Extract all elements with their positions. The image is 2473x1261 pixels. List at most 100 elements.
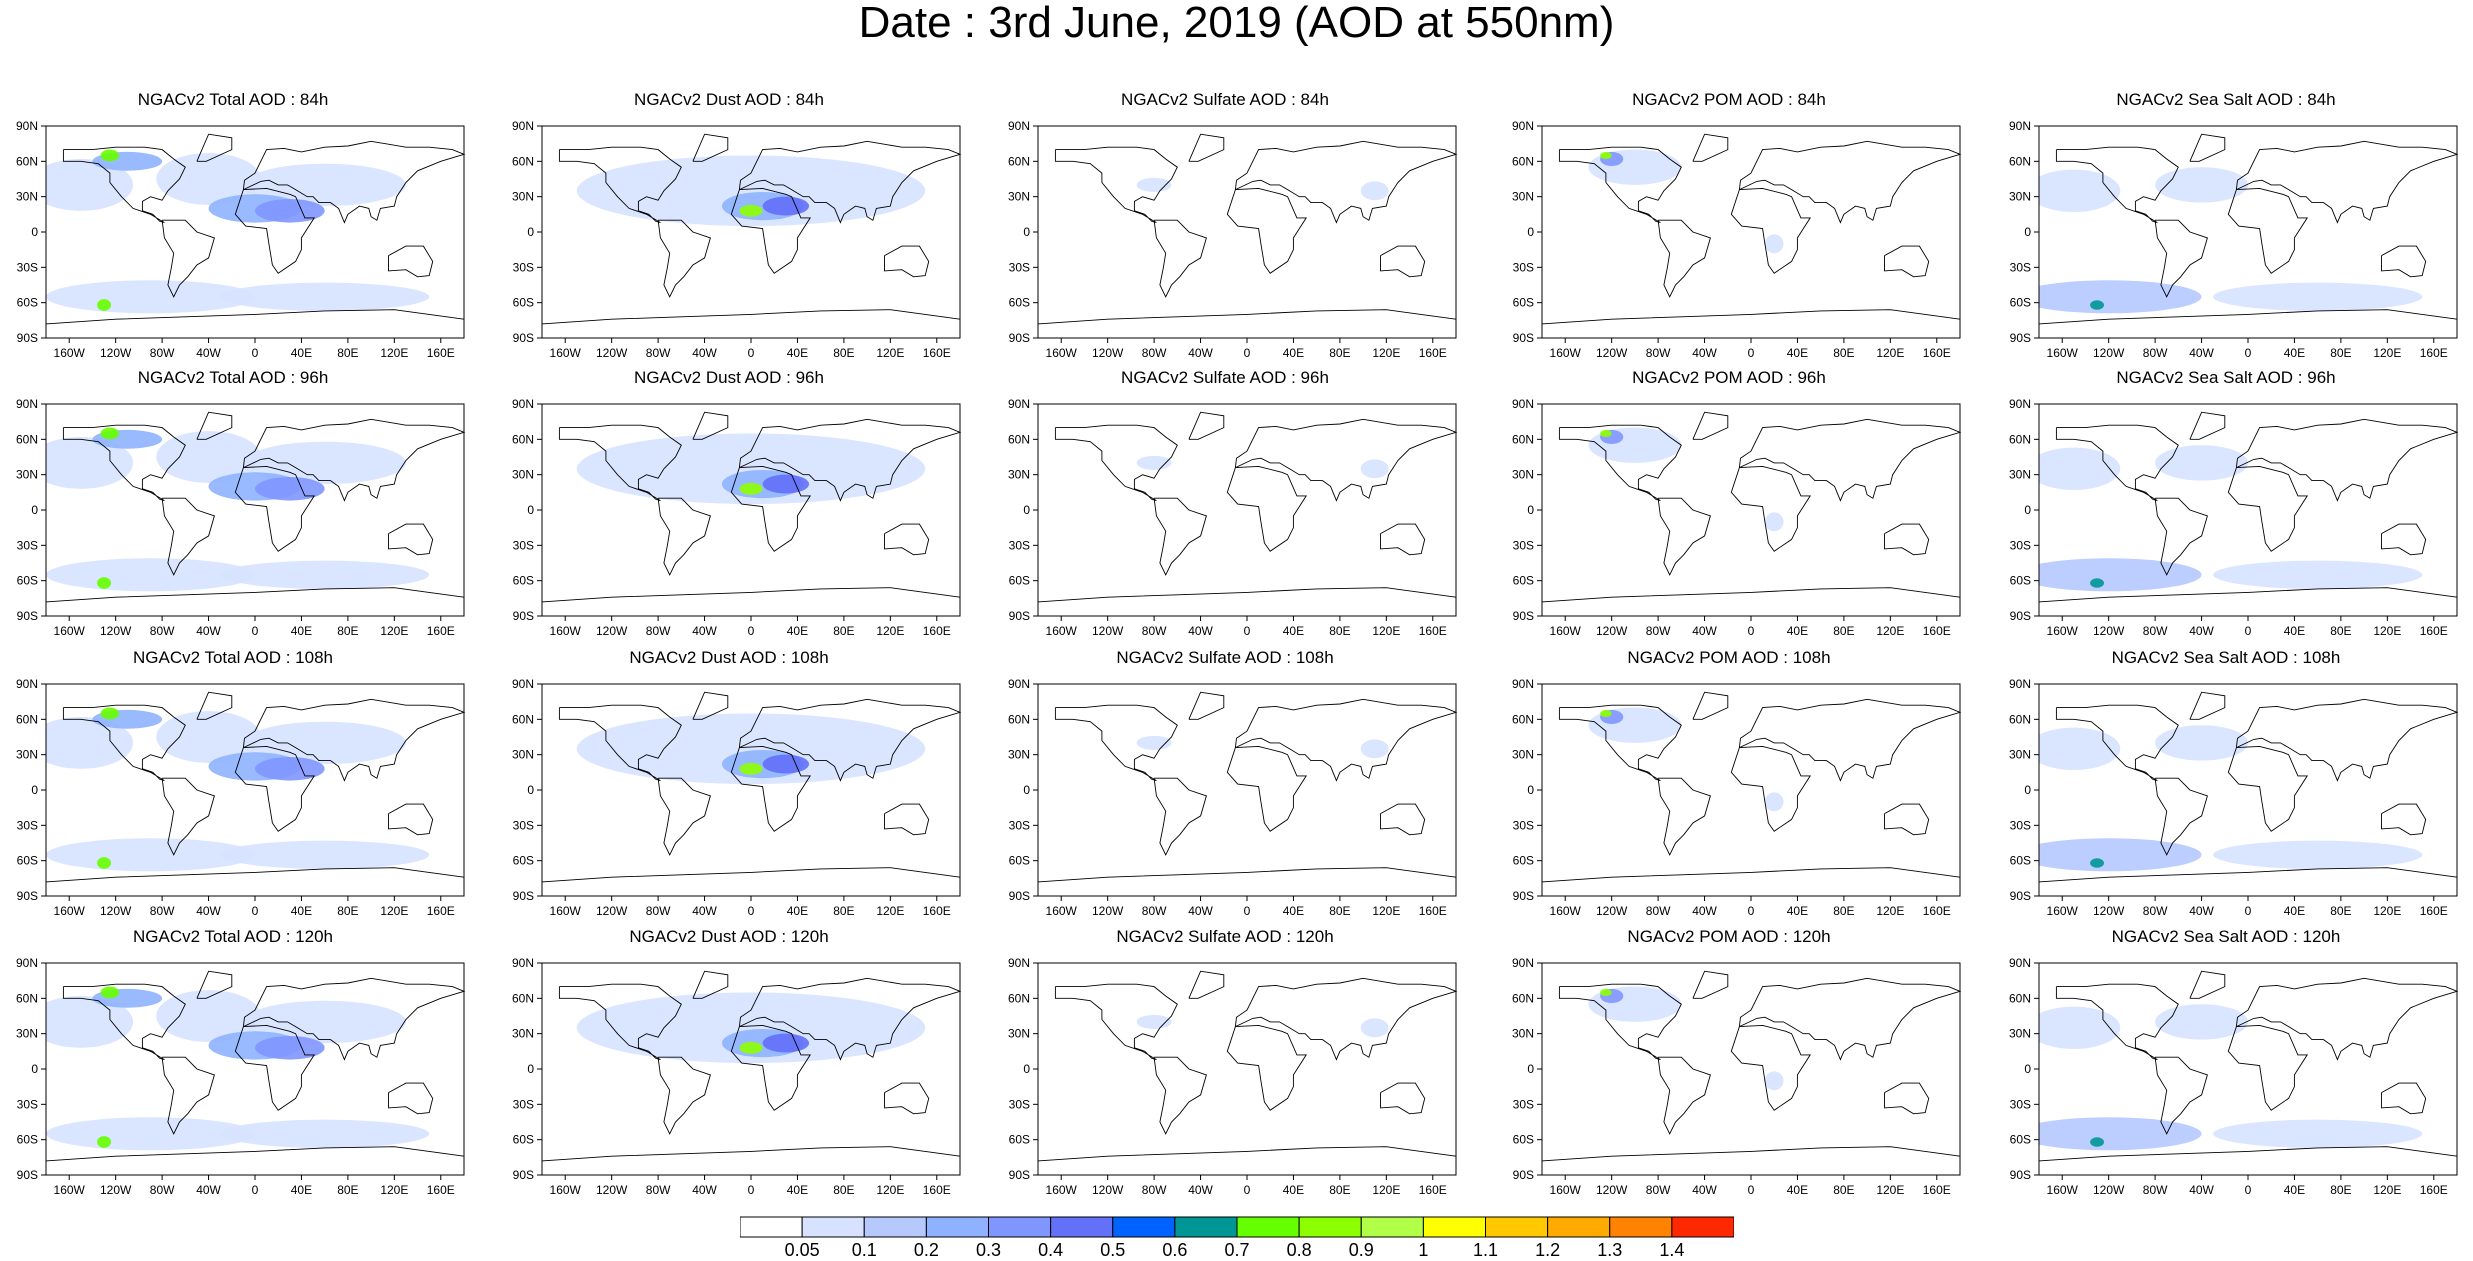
lon-tick-label: 40E — [1787, 1183, 1808, 1197]
map-panel-total-96h: NGACv2 Total AOD : 96h 90N 60N 30N 0 30S 60S 90… — [0, 368, 466, 644]
lat-tick-label: 30S — [513, 260, 534, 274]
lat-tick-label: 90N — [2009, 119, 2031, 133]
coastline — [2381, 523, 2427, 556]
coastline — [388, 523, 434, 556]
aod-blob — [2213, 840, 2423, 869]
coastline — [1234, 418, 1458, 502]
lat-tick-label: 0 — [2024, 783, 2031, 797]
world-map: 90N 60N 30N 0 30S 60S 90S 160W 120W 80W 40W 0 40E 80E… — [2009, 956, 2459, 1197]
lon-tick-label: 40W — [1188, 1183, 1213, 1197]
lon-tick-label: 160E — [427, 904, 455, 918]
lon-tick-label: 160W — [550, 624, 582, 638]
lon-tick-label: 40W — [2189, 624, 2214, 638]
lon-tick-label: 120E — [1876, 1183, 1904, 1197]
lat-tick-label: 60N — [2009, 712, 2031, 726]
aod-blob — [97, 857, 112, 869]
aod-blob — [2213, 282, 2423, 311]
lat-tick-label: 60N — [16, 154, 38, 168]
lon-tick-label: 40W — [692, 1183, 717, 1197]
lat-tick-label: 90S — [513, 331, 534, 345]
panel-title: NGACv2 Total AOD : 84h — [137, 90, 329, 109]
coastline — [1730, 187, 1812, 274]
lon-tick-label: 120W — [1596, 346, 1628, 360]
lat-tick-label: 60S — [2010, 296, 2031, 310]
panel-title: NGACv2 Sulfate AOD : 120h — [1116, 927, 1334, 946]
world-map: 90N 60N 30N 0 30S 60S 90S 160W 120W 80W 40W 0 40E 80E… — [1512, 119, 1962, 360]
lon-tick-label: 120E — [2373, 624, 2401, 638]
lat-tick-label: 90N — [1008, 956, 1030, 970]
aod-blob — [762, 754, 810, 774]
lon-tick-label: 80E — [337, 904, 358, 918]
lat-tick-label: 30S — [1009, 260, 1030, 274]
coastline — [1037, 867, 1457, 883]
coastline — [2038, 1146, 2458, 1162]
lon-tick-label: 160E — [923, 1183, 951, 1197]
aod-blob — [2090, 578, 2105, 588]
lon-tick-label: 120E — [2373, 346, 2401, 360]
coastline — [1692, 411, 1729, 440]
map-panel-dust-108h: NGACv2 Dust AOD : 108h 90N 60N 30N 0 30S 60S 90… — [496, 648, 962, 924]
lat-tick-label: 30N — [512, 190, 534, 204]
aod-blob — [255, 1036, 325, 1060]
lon-tick-label: 120E — [2373, 1183, 2401, 1197]
lon-tick-label: 40E — [787, 346, 808, 360]
lon-tick-label: 40W — [1692, 1183, 1717, 1197]
lon-tick-label: 160W — [1550, 346, 1582, 360]
lat-tick-label: 30N — [1512, 1027, 1534, 1041]
lat-tick-label: 90S — [1009, 331, 1030, 345]
lat-tick-label: 0 — [1023, 225, 1030, 239]
coastline — [884, 803, 930, 836]
lat-tick-label: 0 — [31, 225, 38, 239]
panel-title: NGACv2 Dust AOD : 96h — [634, 368, 824, 387]
lat-tick-label: 90S — [17, 609, 38, 623]
lon-tick-label: 160E — [2420, 904, 2448, 918]
lon-tick-label: 0 — [1244, 624, 1251, 638]
lat-tick-label: 60S — [1513, 296, 1534, 310]
aod-blob — [243, 163, 406, 207]
aod-blob — [2213, 560, 2423, 589]
lat-tick-label: 90N — [512, 677, 534, 691]
coastline — [1234, 698, 1458, 782]
coastline — [2154, 497, 2208, 576]
coastline — [1730, 1024, 1812, 1111]
lon-tick-label: 120W — [100, 624, 132, 638]
coastline — [1657, 219, 1711, 298]
panel-title: NGACv2 Sea Salt AOD : 108h — [2111, 648, 2341, 667]
lat-tick-label: 60N — [2009, 154, 2031, 168]
lon-tick-label: 40E — [2284, 624, 2305, 638]
lat-tick-label: 0 — [2024, 1062, 2031, 1076]
aod-blob — [46, 436, 134, 489]
coastline — [242, 977, 466, 1061]
lon-tick-label: 80E — [1329, 624, 1350, 638]
aod-blob — [220, 1119, 430, 1148]
lon-tick-label: 40W — [692, 624, 717, 638]
lat-tick-label: 90N — [2009, 397, 2031, 411]
aod-field — [1588, 707, 1784, 812]
lat-tick-label: 30S — [1513, 1097, 1534, 1111]
lat-tick-label: 60N — [512, 991, 534, 1005]
colorbar-label: 1.2 — [1535, 1240, 1561, 1260]
lat-tick-label: 60S — [1513, 1133, 1534, 1147]
lat-tick-label: 0 — [2024, 503, 2031, 517]
map-panel-sulfate-120h: NGACv2 Sulfate AOD : 120h 90N 60N 30N 0 30S 60… — [992, 927, 1458, 1203]
lon-tick-label: 80W — [1142, 904, 1167, 918]
lon-tick-label: 0 — [1748, 346, 1755, 360]
map-background — [1038, 963, 1456, 1175]
coastline — [558, 983, 682, 1061]
aod-blob — [220, 282, 430, 311]
aod-blob — [2090, 300, 2105, 310]
coastline — [2227, 465, 2309, 552]
lat-tick-label: 90S — [1009, 1168, 1030, 1182]
lon-tick-label: 40W — [2189, 346, 2214, 360]
lon-tick-label: 160W — [550, 346, 582, 360]
coastline — [1738, 977, 1962, 1061]
coastline — [234, 187, 316, 274]
lat-tick-label: 90N — [16, 677, 38, 691]
lon-tick-label: 160W — [54, 624, 86, 638]
lat-tick-label: 60S — [1009, 1133, 1030, 1147]
lon-tick-label: 120E — [1876, 346, 1904, 360]
lon-tick-label: 120W — [2093, 904, 2125, 918]
colorbar-swatch — [1485, 1216, 1549, 1238]
coastline — [738, 418, 962, 502]
lon-tick-label: 0 — [1748, 1183, 1755, 1197]
